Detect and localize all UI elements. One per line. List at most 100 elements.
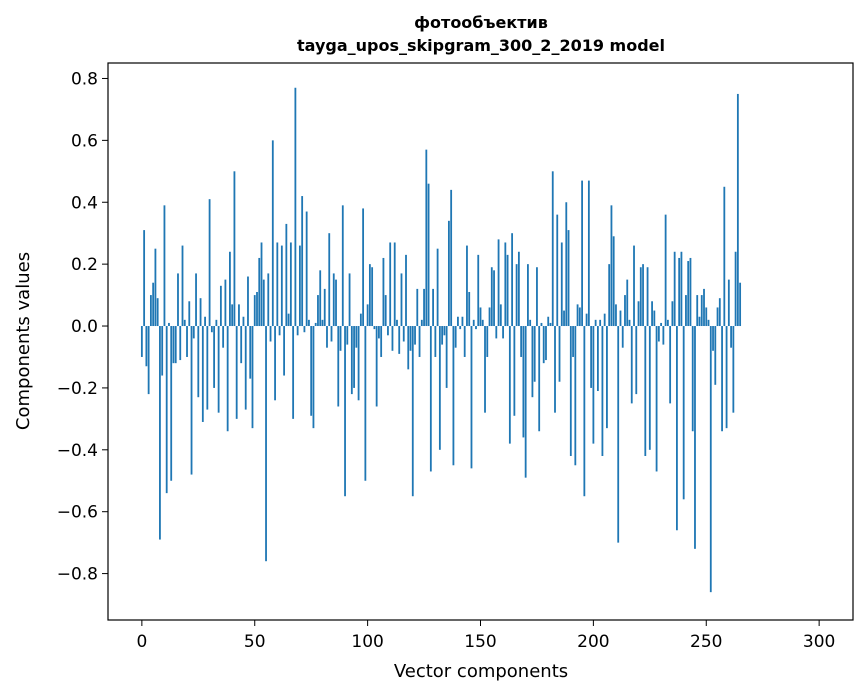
bar-component-11 bbox=[165, 326, 168, 494]
y-tick-label: −0.8 bbox=[57, 565, 98, 585]
bar-component-36 bbox=[222, 326, 225, 348]
bar-component-113 bbox=[396, 319, 398, 327]
chart-subtitle: tayga_upos_skipgram_300_2_2019 model bbox=[297, 36, 665, 55]
bar-component-74 bbox=[308, 319, 310, 327]
bar-component-193 bbox=[576, 304, 579, 327]
bar-component-240 bbox=[682, 326, 685, 500]
bar-component-234 bbox=[669, 326, 672, 404]
bar-component-241 bbox=[685, 295, 687, 327]
bar-component-162 bbox=[506, 254, 509, 327]
bar-component-129 bbox=[432, 288, 434, 327]
bar-component-211 bbox=[617, 326, 620, 543]
bar-component-181 bbox=[549, 322, 552, 327]
bar-component-104 bbox=[375, 326, 378, 407]
x-axis-label: Vector components bbox=[394, 661, 568, 682]
bar-component-146 bbox=[470, 326, 473, 469]
bar-component-213 bbox=[621, 326, 624, 348]
bar-component-119 bbox=[409, 326, 412, 351]
bar-component-135 bbox=[445, 326, 448, 388]
bar-component-147 bbox=[472, 319, 475, 327]
bar-component-180 bbox=[547, 316, 550, 327]
bar-component-183 bbox=[554, 326, 556, 413]
bar-component-8 bbox=[159, 326, 161, 540]
bar-component-24 bbox=[195, 273, 197, 327]
bar-component-31 bbox=[210, 326, 213, 333]
bar-component-134 bbox=[443, 326, 446, 336]
bar-component-138 bbox=[452, 326, 455, 466]
bar-component-56 bbox=[267, 273, 270, 327]
bar-component-20 bbox=[186, 326, 188, 357]
y-tick-label: 0.4 bbox=[71, 193, 98, 213]
bar-component-52 bbox=[258, 257, 261, 327]
bar-component-45 bbox=[242, 316, 245, 327]
bar-component-115 bbox=[400, 273, 403, 327]
bar-component-16 bbox=[177, 273, 179, 327]
bar-component-12 bbox=[168, 322, 170, 327]
bar-component-25 bbox=[197, 326, 200, 398]
bar-component-253 bbox=[712, 326, 714, 351]
bar-component-143 bbox=[463, 326, 466, 357]
bar-component-91 bbox=[346, 326, 349, 345]
bar-component-227 bbox=[653, 310, 656, 327]
bar-component-42 bbox=[235, 326, 238, 419]
bar-component-219 bbox=[635, 326, 638, 395]
bar-component-37 bbox=[224, 279, 227, 327]
y-tick-label: 0.6 bbox=[71, 131, 98, 151]
bar-component-260 bbox=[727, 279, 730, 327]
bar-component-201 bbox=[594, 319, 597, 327]
bar-component-120 bbox=[411, 326, 414, 497]
bar-component-44 bbox=[240, 326, 243, 364]
x-axis-ticks: 0 50 100 150 200 250 300 bbox=[136, 620, 835, 652]
bar-component-83 bbox=[328, 233, 331, 327]
x-tick-label: 0 bbox=[136, 632, 147, 652]
bar-component-203 bbox=[599, 319, 602, 327]
bar-component-144 bbox=[466, 245, 468, 327]
bar-component-112 bbox=[393, 242, 396, 327]
bar-component-35 bbox=[219, 285, 222, 327]
chart-title: фотообъектив bbox=[414, 13, 548, 32]
bar-component-166 bbox=[515, 264, 518, 327]
y-axis-ticks: −0.8 −0.6 −0.4 −0.2 0.0 0.2 0.4 0.6 0.8 bbox=[57, 69, 108, 585]
bar-component-169 bbox=[522, 326, 525, 438]
bar-component-7 bbox=[156, 298, 159, 327]
bar-component-34 bbox=[217, 326, 220, 413]
bar-component-79 bbox=[319, 270, 322, 327]
bar-component-48 bbox=[249, 326, 252, 379]
bar-component-107 bbox=[382, 257, 385, 327]
bar-component-28 bbox=[204, 316, 206, 327]
bar-component-216 bbox=[628, 319, 631, 327]
bar-component-96 bbox=[357, 326, 360, 401]
bar-component-33 bbox=[215, 319, 218, 327]
bar-component-188 bbox=[565, 202, 568, 327]
bar-component-98 bbox=[362, 208, 365, 327]
bar-component-263 bbox=[734, 251, 737, 327]
bar-component-106 bbox=[380, 326, 383, 357]
bar-component-99 bbox=[364, 326, 367, 481]
bar-component-141 bbox=[459, 326, 462, 330]
bar-component-199 bbox=[590, 326, 593, 388]
bar-component-194 bbox=[578, 307, 581, 327]
bar-component-159 bbox=[499, 304, 502, 327]
bar-component-142 bbox=[461, 316, 464, 327]
y-tick-label: 0.2 bbox=[71, 255, 98, 275]
bar-component-65 bbox=[287, 313, 290, 327]
bar-component-87 bbox=[337, 326, 340, 407]
bar-component-154 bbox=[488, 307, 491, 327]
bar-component-228 bbox=[655, 326, 658, 472]
bar-component-40 bbox=[231, 304, 234, 327]
bar-component-27 bbox=[201, 326, 204, 422]
bar-component-71 bbox=[301, 196, 304, 327]
bar-component-94 bbox=[353, 326, 355, 388]
bar-component-175 bbox=[536, 267, 538, 327]
bar-component-85 bbox=[332, 273, 335, 327]
bar-component-246 bbox=[696, 295, 699, 327]
bar-component-140 bbox=[457, 316, 459, 327]
bar-component-19 bbox=[183, 319, 186, 327]
bar-component-47 bbox=[247, 276, 249, 327]
bar-component-151 bbox=[481, 319, 484, 327]
bar-component-136 bbox=[447, 220, 450, 327]
y-tick-label: 0.0 bbox=[71, 317, 98, 337]
bar-component-126 bbox=[425, 149, 428, 327]
bar-component-251 bbox=[707, 319, 710, 327]
